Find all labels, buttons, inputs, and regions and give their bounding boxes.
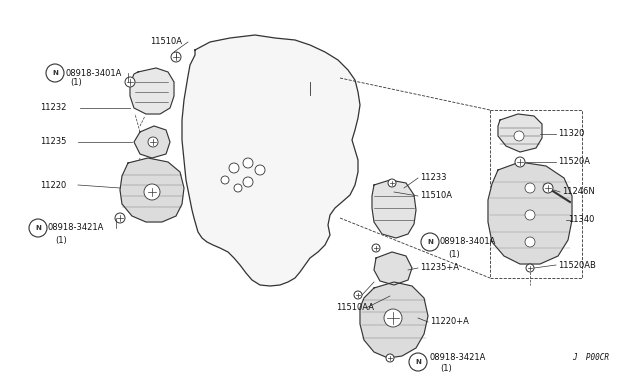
Text: 11233: 11233	[420, 173, 447, 183]
Text: 08918-3421A: 08918-3421A	[48, 224, 104, 232]
Circle shape	[354, 291, 362, 299]
Text: 11220: 11220	[40, 180, 67, 189]
Text: 11340: 11340	[568, 215, 595, 224]
Circle shape	[421, 233, 439, 251]
Text: N: N	[35, 225, 41, 231]
Circle shape	[29, 219, 47, 237]
Polygon shape	[374, 252, 412, 285]
Circle shape	[384, 309, 402, 327]
Text: 11220+A: 11220+A	[430, 317, 469, 327]
Text: 11232: 11232	[40, 103, 67, 112]
Circle shape	[229, 163, 239, 173]
Polygon shape	[360, 282, 428, 358]
Text: 08918-3421A: 08918-3421A	[430, 353, 486, 362]
Circle shape	[526, 264, 534, 272]
Text: 11320: 11320	[558, 129, 584, 138]
Circle shape	[125, 77, 135, 87]
Text: 11510A: 11510A	[420, 192, 452, 201]
Circle shape	[543, 183, 553, 193]
Text: J  P00CR: J P00CR	[572, 353, 609, 362]
Circle shape	[115, 213, 125, 223]
Text: (1): (1)	[448, 250, 460, 259]
Circle shape	[409, 353, 427, 371]
Text: N: N	[415, 359, 421, 365]
Text: (1): (1)	[70, 78, 82, 87]
Circle shape	[388, 179, 396, 187]
Text: (1): (1)	[440, 363, 452, 372]
Circle shape	[221, 176, 229, 184]
Text: 11510A: 11510A	[150, 38, 182, 46]
Circle shape	[46, 64, 64, 82]
Polygon shape	[130, 68, 174, 114]
Text: 08918-3401A: 08918-3401A	[440, 237, 497, 247]
Circle shape	[255, 165, 265, 175]
Text: 11520A: 11520A	[558, 157, 590, 167]
Circle shape	[234, 184, 242, 192]
Text: 11235+A: 11235+A	[420, 263, 459, 273]
Circle shape	[243, 158, 253, 168]
Circle shape	[144, 184, 160, 200]
Circle shape	[171, 52, 181, 62]
Circle shape	[243, 177, 253, 187]
Text: 11510AA: 11510AA	[336, 304, 374, 312]
Text: (1): (1)	[55, 235, 67, 244]
Text: N: N	[52, 70, 58, 76]
Circle shape	[525, 237, 535, 247]
Polygon shape	[372, 180, 416, 238]
Circle shape	[515, 157, 525, 167]
Polygon shape	[488, 162, 572, 264]
Polygon shape	[134, 126, 170, 158]
Polygon shape	[182, 35, 360, 286]
Polygon shape	[120, 158, 184, 222]
Circle shape	[372, 244, 380, 252]
Text: 11520AB: 11520AB	[558, 260, 596, 269]
Circle shape	[514, 131, 524, 141]
Circle shape	[525, 183, 535, 193]
Text: 11246N: 11246N	[562, 187, 595, 196]
Circle shape	[386, 354, 394, 362]
Text: 08918-3401A: 08918-3401A	[65, 68, 122, 77]
Text: N: N	[427, 239, 433, 245]
Polygon shape	[498, 114, 542, 152]
Circle shape	[148, 137, 158, 147]
Circle shape	[525, 210, 535, 220]
Text: 11235: 11235	[40, 138, 67, 147]
